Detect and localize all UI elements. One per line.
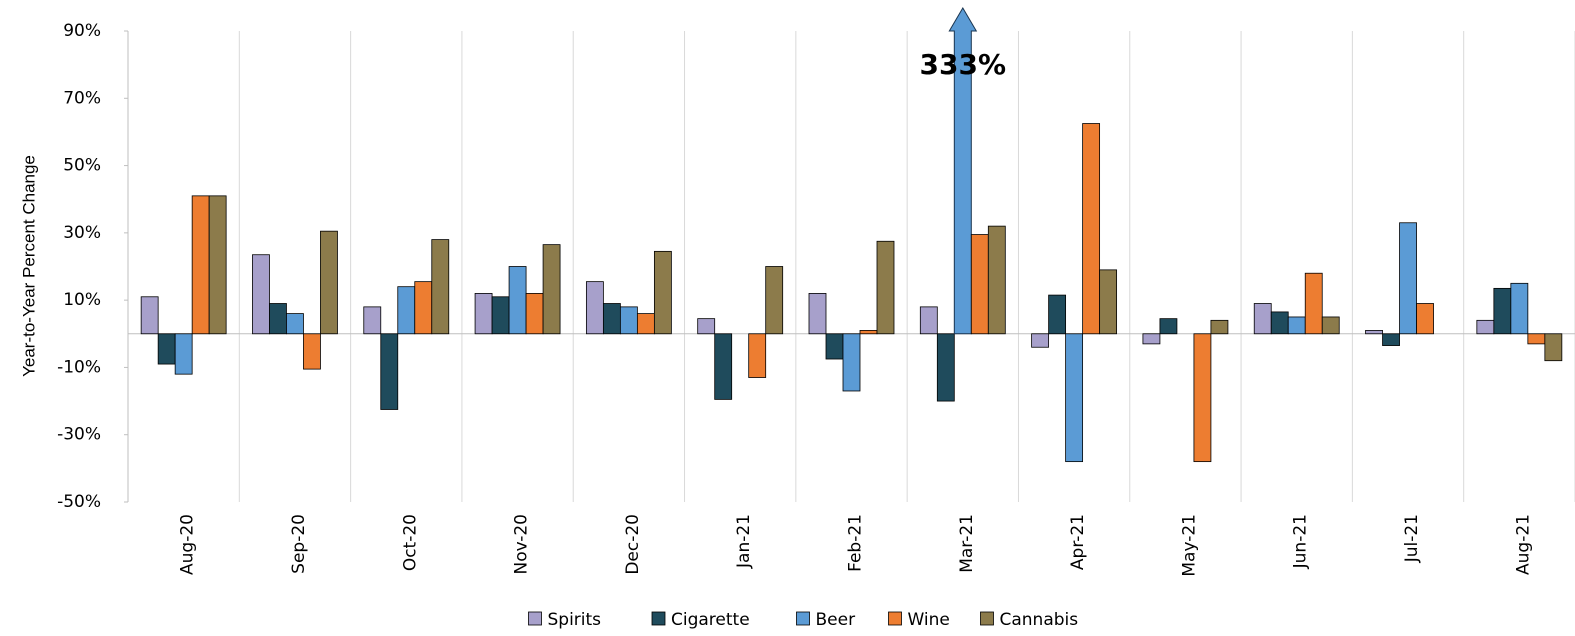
bar	[1048, 294, 1067, 335]
bar	[653, 250, 672, 335]
x-tick-label: Dec-20	[623, 514, 643, 575]
legend-label: Spirits	[548, 610, 602, 630]
x-tick-label: Aug-20	[178, 514, 198, 575]
bar	[919, 306, 938, 335]
bar	[191, 195, 210, 335]
bar	[1142, 333, 1161, 345]
bar	[542, 244, 561, 335]
x-tick-label: Mar-21	[957, 514, 977, 573]
bar	[174, 333, 193, 375]
bar	[414, 281, 433, 335]
bar	[1253, 303, 1272, 335]
bar	[619, 306, 638, 335]
y-tick-label: 50%	[63, 156, 101, 176]
bar	[252, 254, 270, 335]
legend-label: Cigarette	[671, 610, 750, 630]
y-tick-label: -30%	[57, 425, 101, 445]
bar	[1399, 222, 1417, 335]
legend-label: Beer	[816, 610, 856, 630]
bar	[748, 333, 767, 378]
bar	[876, 240, 895, 335]
bar	[1365, 330, 1383, 335]
legend-swatch	[528, 611, 542, 626]
legend-swatch	[796, 611, 810, 626]
x-tick-label: Nov-20	[512, 514, 532, 575]
x-tick-label: Jul-21	[1402, 514, 1422, 563]
bar	[1476, 319, 1495, 335]
legend-label: Wine	[908, 610, 950, 630]
y-tick-label: -50%	[57, 492, 101, 512]
bar	[859, 330, 878, 335]
bar	[936, 333, 955, 402]
bar	[808, 293, 827, 335]
bar	[1210, 319, 1229, 335]
bar	[1193, 333, 1212, 463]
bar	[397, 286, 416, 335]
bar	[286, 313, 304, 335]
bar	[157, 333, 176, 365]
bar	[269, 303, 287, 335]
bar	[1382, 333, 1400, 346]
bar	[1031, 333, 1050, 348]
bar	[842, 333, 861, 392]
bar	[714, 333, 733, 400]
x-tick-label: Sep-20	[289, 514, 309, 574]
bar	[1270, 311, 1289, 335]
bar	[825, 333, 844, 360]
bar	[1287, 316, 1306, 335]
bar	[320, 230, 338, 335]
bar	[303, 333, 321, 370]
bar	[970, 234, 989, 335]
bar	[1544, 333, 1563, 362]
y-tick-label: -10%	[57, 357, 101, 377]
bar	[380, 333, 399, 410]
bar	[697, 318, 716, 335]
x-tick-label: Jun-21	[1291, 514, 1311, 569]
y-tick-label: 70%	[63, 88, 101, 108]
x-tick-label: Feb-21	[846, 514, 866, 572]
x-tick-label: May-21	[1179, 514, 1199, 577]
legend-swatch	[980, 611, 994, 626]
y-tick-label: 10%	[63, 290, 101, 310]
y-tick-label: 90%	[63, 21, 101, 41]
bar	[474, 293, 493, 335]
bar	[1304, 272, 1323, 335]
bar	[1527, 333, 1546, 345]
bar	[1065, 333, 1084, 463]
bar	[1510, 282, 1529, 335]
x-tick-label: Apr-21	[1068, 514, 1088, 570]
bar	[585, 281, 604, 335]
bar	[363, 306, 382, 335]
y-tick-label: 30%	[63, 223, 101, 243]
y-axis-label: Year-to-Year Percent Change	[19, 155, 38, 377]
legend-swatch	[651, 611, 666, 626]
bar	[508, 266, 527, 335]
x-tick-label: Oct-20	[400, 514, 420, 571]
x-tick-label: Aug-21	[1513, 514, 1533, 575]
bar	[140, 296, 159, 335]
bar	[491, 296, 510, 335]
bar	[525, 293, 544, 335]
bar	[1321, 316, 1340, 335]
bar	[431, 239, 450, 335]
legend-label: Cannabis	[1000, 610, 1079, 630]
bar	[1416, 303, 1434, 335]
bar	[1082, 123, 1101, 335]
legend-swatch	[888, 611, 902, 626]
bar	[636, 313, 655, 335]
bar	[208, 195, 227, 335]
value-label: 333%	[920, 48, 1007, 81]
bar	[1159, 318, 1178, 335]
bar	[1099, 269, 1118, 335]
bar	[987, 225, 1006, 335]
bar	[602, 303, 621, 335]
x-tick-label: Jan-21	[734, 514, 754, 569]
bar	[1493, 287, 1512, 335]
bar	[765, 266, 784, 335]
